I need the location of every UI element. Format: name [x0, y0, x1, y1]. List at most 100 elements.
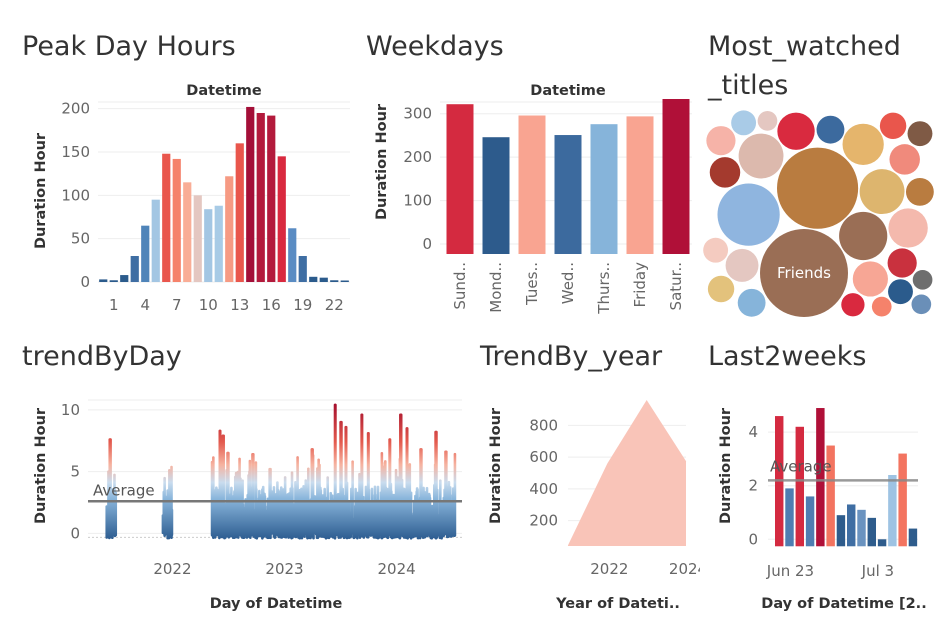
x-axis-title: Year of Dateti..	[555, 596, 680, 612]
y-tick-label: 2	[748, 477, 758, 495]
x-tick-label: 2022	[153, 560, 191, 578]
column-header: Datetime	[186, 83, 262, 99]
y-tick-label: 200	[61, 100, 90, 118]
title-last2weeks: Last2weeks	[708, 341, 867, 372]
y-axis-title: Duration Hour	[33, 407, 49, 524]
y-axis-title: Duration Hour	[488, 407, 504, 524]
column-header: Datetime	[530, 83, 606, 99]
most-watched-svg: Friends	[703, 110, 934, 317]
x-tick-label: 2022	[590, 560, 628, 578]
bubble	[703, 237, 729, 263]
bar	[99, 279, 108, 282]
y-tick-label: 400	[529, 480, 558, 498]
bubble	[717, 183, 780, 246]
trend-by-day-chart: 0 5 10 Duration Hour Average 2022 2023 2024 Day …	[0, 382, 470, 632]
title-trend-by-day: trendByDay	[22, 341, 182, 372]
x-tick-label: 13	[230, 296, 249, 314]
x-tick-label: Wed..	[559, 262, 577, 304]
x-tick-label: Tues..	[523, 262, 541, 306]
bubble	[707, 275, 735, 303]
bubble	[737, 288, 766, 317]
bubble	[709, 157, 741, 188]
x-axis-title: Day of Datetime	[210, 596, 343, 612]
x-tick-label: 7	[172, 296, 182, 314]
x-tick-label: Mond..	[487, 262, 505, 313]
peak-day-hours-chart: Datetime 0 50 100 150 200 Duration Hour 1 4 7 10 13…	[0, 78, 360, 318]
bar	[908, 528, 918, 547]
x-tick-label: Jun 23	[766, 562, 814, 580]
bubble	[852, 261, 888, 297]
bubble	[706, 126, 736, 156]
y-tick-label: 100	[403, 192, 432, 210]
bar	[109, 280, 118, 282]
bar	[805, 496, 815, 547]
y-tick-label: 0	[748, 530, 758, 548]
y-axis-title: Duration Hour	[33, 132, 49, 249]
x-tick-label: 19	[293, 296, 312, 314]
last2weeks-svg: 0 2 4 Duration Hour Average Jun 23 Jul 3 Day of…	[718, 407, 927, 612]
bar	[172, 158, 181, 282]
most-watched-chart: Friends	[700, 108, 936, 320]
trend-by-year-chart: 200 400 600 800 Duration Hour 2022 2024 Year of…	[470, 382, 707, 632]
x-tick-label: 2024	[378, 560, 416, 578]
y-tick-label: 10	[61, 401, 80, 419]
bar	[826, 445, 835, 547]
bar	[857, 509, 866, 547]
x-tick-label: 22	[325, 296, 344, 314]
bubble	[859, 169, 905, 215]
x-tick-label: 2023	[265, 560, 303, 578]
x-tick-label: 4	[140, 296, 150, 314]
bar	[267, 115, 276, 282]
title-most-watched-line2: _titles	[708, 70, 789, 101]
bar	[867, 517, 877, 547]
x-tick-label: 1	[109, 296, 119, 314]
bubble	[731, 110, 757, 136]
y-tick-label: 800	[529, 416, 558, 434]
bar	[340, 280, 349, 282]
bar	[888, 475, 897, 547]
y-axis-title: Duration Hour	[374, 103, 390, 220]
y-tick-label: 50	[71, 230, 90, 248]
x-tick-label: 10	[199, 296, 218, 314]
title-trend-by-year: TrendBy_year	[480, 341, 663, 372]
bar	[162, 153, 171, 282]
average-label: Average	[93, 481, 155, 499]
bar	[847, 504, 856, 547]
bar	[898, 453, 907, 547]
y-tick-label: 4	[748, 423, 758, 441]
bubble	[842, 123, 884, 165]
y-tick-label: 0	[80, 273, 90, 291]
weekdays-chart: Datetime 0 100 200 300 Duration Hour Sund.. Mon…	[360, 78, 700, 318]
bubble	[738, 133, 784, 179]
y-tick-label: 150	[61, 143, 90, 161]
y-tick-label: 600	[529, 448, 558, 466]
bar	[330, 280, 339, 282]
last2weeks-chart: 0 2 4 Duration Hour Average Jun 23 Jul 3 Day of…	[700, 382, 936, 632]
bar	[204, 209, 213, 282]
bubble	[911, 294, 932, 315]
bar	[319, 277, 328, 282]
bar	[298, 256, 307, 282]
bar	[309, 276, 318, 282]
bubble	[912, 269, 933, 290]
weekdays-svg: Datetime 0 100 200 300 Duration Hour Sund.. Mon…	[374, 83, 692, 315]
bubble	[905, 177, 934, 206]
x-tick-label: 16	[262, 296, 281, 314]
bubble	[879, 112, 907, 140]
trend-by-day-svg: 0 5 10 Duration Hour Average 2022 2023 2024 Day …	[33, 399, 462, 612]
x-tick-label: Sund..	[451, 262, 469, 310]
bubble	[841, 293, 865, 317]
x-tick-label: Satur..	[667, 262, 685, 310]
average-label: Average	[770, 457, 832, 475]
y-tick-label: 300	[403, 105, 432, 123]
bar	[151, 199, 160, 282]
bar	[288, 228, 297, 282]
x-tick-label: Thurs..	[595, 262, 613, 315]
bubble	[888, 279, 913, 305]
bar	[183, 182, 192, 282]
bar	[785, 488, 794, 547]
bubble	[887, 248, 917, 278]
bubble	[777, 112, 815, 150]
bar	[877, 539, 887, 547]
title-weekdays: Weekdays	[366, 31, 504, 62]
